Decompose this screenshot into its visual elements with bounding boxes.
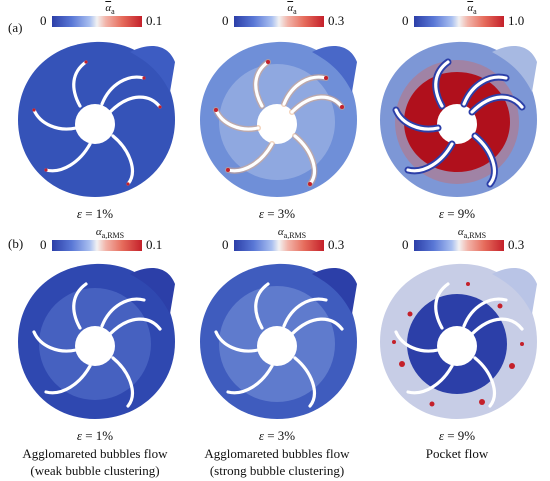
colorbar-a1-strip [52, 16, 142, 27]
regime-label-b2: Agglomareted bubbles flow (strong bubble … [204, 446, 350, 478]
colorbar-b2-min: 0 [222, 237, 229, 252]
colorbar-b1-max: 0.1 [146, 237, 163, 252]
regime-label-b3: Pocket flow [425, 446, 489, 461]
impeller-diagram-a2 [200, 41, 357, 197]
colorbar-b2-max: 0.3 [328, 237, 345, 252]
colorbar-a2-min: 0 [222, 13, 229, 28]
colorbar-b2-strip [234, 240, 324, 251]
pump-contour-b1 [10, 254, 180, 424]
colorbar-a1-min: 0 [40, 13, 47, 28]
colorbar-b1: αa,RMS 0 0.1 [40, 226, 180, 258]
impeller-diagram-a3 [380, 41, 537, 197]
colorbar-a1-title: αa [105, 2, 115, 17]
row-a-label: (a) [8, 20, 23, 35]
colorbar-a2-max: 0.3 [328, 13, 345, 28]
row-b-label: (b) [8, 236, 24, 251]
impeller-diagram-b3 [380, 263, 537, 419]
colorbar-b3: αa,RMS 0 0.3 [402, 226, 542, 258]
case-label-b2: ε = 3% [258, 428, 296, 443]
pump-contour-b3 [372, 254, 542, 424]
colorbar-b1-min: 0 [40, 237, 47, 252]
pump-contour-a3 [372, 32, 542, 202]
colorbar-a2: αa 0 0.3 [222, 2, 362, 34]
colorbar-b2-title: αa,RMS [277, 226, 307, 241]
pump-contour-a2 [192, 32, 362, 202]
case-label-b1: ε = 1% [76, 428, 114, 443]
colorbar-b1-strip [52, 240, 142, 251]
pump-contour-a1 [10, 32, 180, 202]
colorbar-a3-min: 0 [402, 13, 409, 28]
case-label-a2: ε = 3% [258, 206, 296, 221]
case-label-a3: ε = 9% [438, 206, 476, 221]
colorbar-b3-strip [414, 240, 504, 251]
colorbar-a1-max: 0.1 [146, 13, 163, 28]
case-label-b3: ε = 9% [438, 428, 476, 443]
colorbar-a3-strip [414, 16, 504, 27]
impeller-diagram-b2 [200, 263, 357, 419]
colorbar-b3-title: αa,RMS [457, 226, 487, 241]
colorbar-b3-max: 0.3 [508, 237, 525, 252]
case-label-a1: ε = 1% [76, 206, 114, 221]
colorbar-b3-min: 0 [402, 237, 409, 252]
impeller-diagram-b1 [18, 263, 175, 419]
colorbar-a3-title: αa [467, 2, 477, 17]
pump-contour-b2 [192, 254, 362, 424]
colorbar-b2: αa,RMS 0 0.3 [222, 226, 362, 258]
colorbar-a1: αa 0 0.1 [40, 2, 180, 34]
impeller-diagram-a1 [18, 41, 175, 197]
colorbar-a2-title: αa [287, 2, 297, 17]
colorbar-a3-max: 1.0 [508, 13, 525, 28]
colorbar-b1-title: αa,RMS [95, 226, 125, 241]
colorbar-a3: αa 0 1.0 [402, 2, 542, 34]
regime-label-b1: Agglomareted bubbles flow (weak bubble cl… [22, 446, 168, 478]
colorbar-a2-strip [234, 16, 324, 27]
